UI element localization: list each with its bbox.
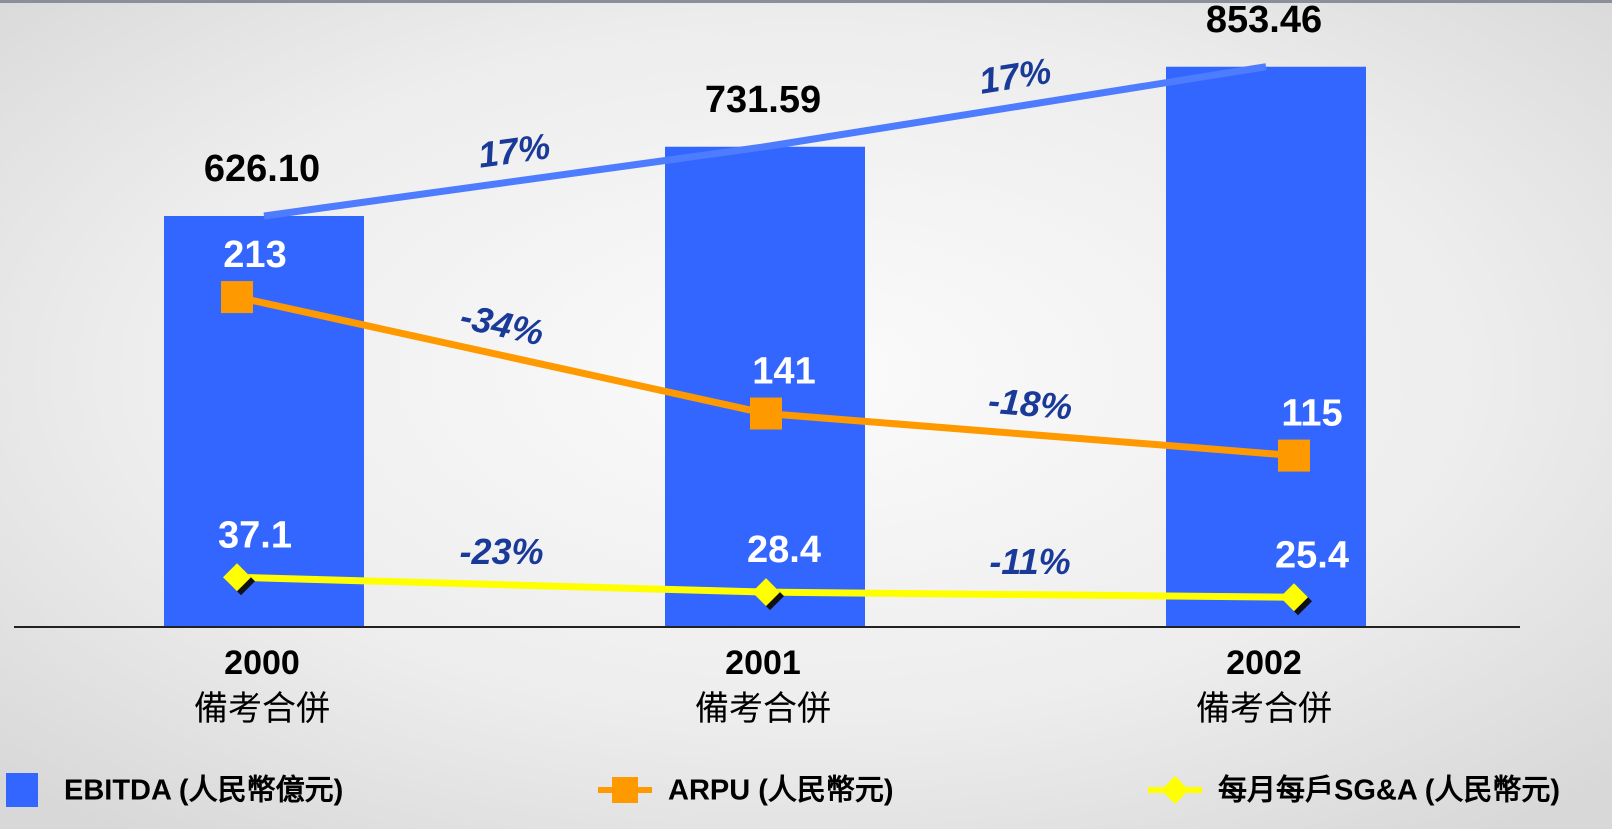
growth-label: 17% [476, 125, 553, 175]
marker [221, 281, 253, 314]
data-label: 28.4 [747, 529, 821, 571]
top-border [0, 0, 1612, 3]
data-label: 731.59 [705, 79, 821, 121]
legend-marker [612, 777, 638, 803]
growth-label: -18% [987, 380, 1074, 428]
legend-label: ARPU (人民幣元) [668, 774, 894, 807]
x-tick-label: 2001 [725, 644, 801, 682]
marker [752, 578, 780, 607]
x-tick-label: 2002 [1226, 644, 1302, 682]
bar [665, 146, 865, 627]
growth-label: -23% [459, 531, 543, 572]
data-label: 213 [223, 234, 286, 276]
x-tick-label: 2000 [224, 644, 300, 682]
marker [1278, 439, 1310, 472]
marker [1280, 583, 1308, 612]
data-label: 141 [752, 351, 815, 393]
x-tick-sublabel: 備考合併 [194, 690, 330, 728]
marker [223, 563, 251, 592]
data-label: 626.10 [204, 148, 320, 190]
legend-label: EBITDA (人民幣億元) [64, 774, 343, 807]
bar [164, 215, 364, 627]
legend-label: 每月每戶SG&A (人民幣元) [1218, 773, 1560, 807]
growth-label: -11% [989, 541, 1070, 582]
legend-swatch [6, 773, 38, 807]
data-label: 853.46 [1206, 0, 1322, 41]
x-tick-sublabel: 備考合併 [695, 690, 831, 728]
data-label: 115 [1281, 393, 1342, 435]
marker [750, 397, 782, 430]
data-label: 25.4 [1275, 534, 1349, 576]
growth-line [263, 63, 1267, 220]
legend-marker [1161, 776, 1189, 804]
data-label: 37.1 [218, 514, 292, 556]
x-tick-sublabel: 備考合併 [1196, 690, 1332, 728]
bar [1166, 66, 1366, 627]
